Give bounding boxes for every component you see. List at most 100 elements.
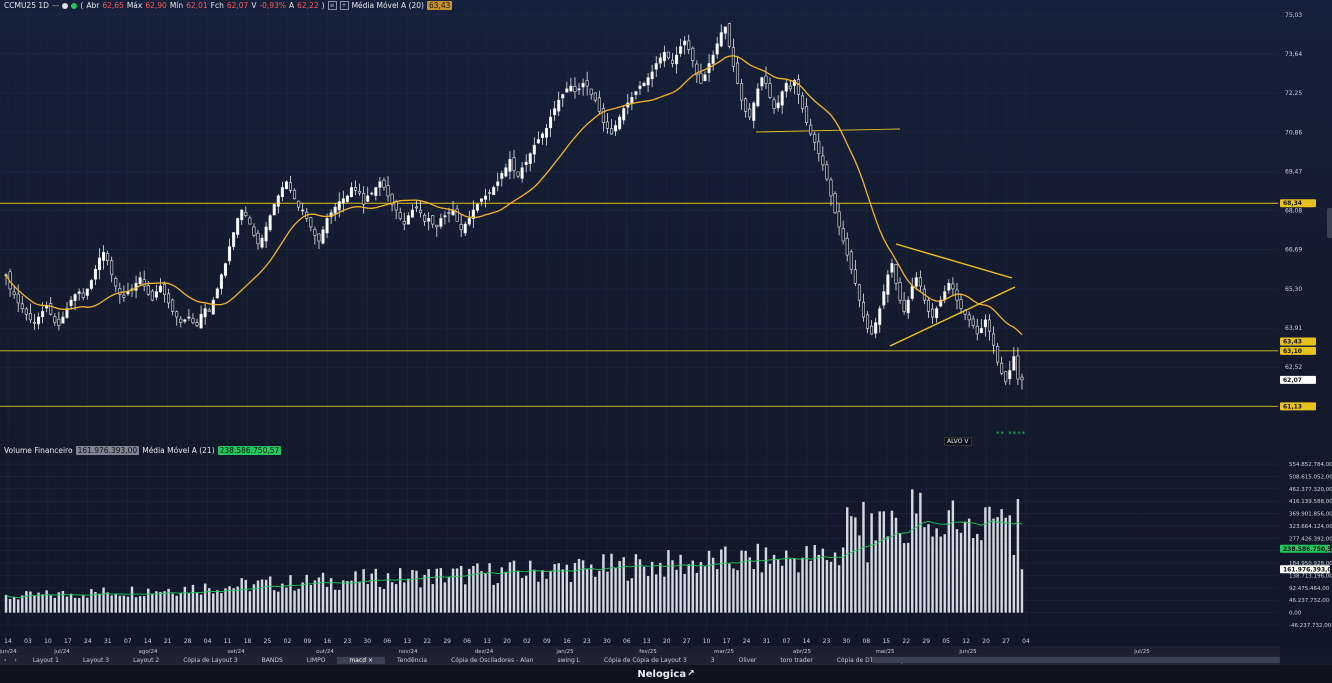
- volume-bar-199: [813, 545, 816, 613]
- day-tick-5: 31: [104, 638, 112, 645]
- candle-33: [138, 277, 142, 285]
- candle-118: [484, 195, 488, 200]
- tab-7[interactable]: Tendência: [397, 656, 428, 664]
- volume-bar-152: [622, 557, 625, 613]
- candle-81: [333, 206, 337, 214]
- volume-tick-9: 138.713.196,00: [1289, 573, 1332, 579]
- add-icon[interactable]: +: [339, 1, 349, 10]
- tab-12[interactable]: Oliver: [738, 656, 757, 664]
- volume-bar-202: [825, 560, 829, 613]
- volume-bar-235: [959, 532, 963, 613]
- tab-10[interactable]: Cópia de Cópia de Layout 3: [604, 656, 687, 664]
- volume-bar-15: [65, 596, 69, 613]
- volume-bar-184: [752, 568, 755, 613]
- symbol-label[interactable]: CCMU25 1D: [4, 1, 49, 10]
- volume-bar-190: [776, 559, 780, 613]
- ma-label[interactable]: Média Móvel A (20): [351, 1, 424, 10]
- volume-bar-231: [943, 534, 946, 613]
- status-dot-icon[interactable]: [62, 2, 69, 9]
- volume-bar-35: [147, 588, 150, 613]
- candle-205: [837, 211, 841, 228]
- volume-bar-80: [329, 578, 333, 613]
- candle-52: [215, 288, 219, 299]
- month-tick-10: abr/25: [793, 649, 811, 655]
- tab-14[interactable]: Cópia de DT: [836, 656, 874, 664]
- tab-3[interactable]: Cópia de Layout 3: [183, 656, 238, 664]
- a-label: A: [289, 1, 295, 10]
- price-tick-5: 68,08: [1285, 208, 1302, 215]
- tab-1[interactable]: Layout 3: [82, 656, 110, 664]
- candle-99: [406, 215, 410, 225]
- volume-bar-37: [155, 591, 158, 613]
- candle-49: [203, 308, 207, 318]
- volume-bar-129: [529, 560, 532, 613]
- tab-13[interactable]: toro trader: [780, 656, 813, 664]
- volume-bar-31: [130, 586, 134, 613]
- candle-111: [455, 208, 459, 222]
- volume-bar-30: [126, 596, 130, 613]
- tab-4[interactable]: BANDS: [261, 656, 283, 664]
- horizontal-scrollbar[interactable]: [872, 657, 1280, 663]
- tab-next-icon[interactable]: ›: [14, 656, 17, 664]
- volume-bar-240: [980, 540, 983, 613]
- volume-bar-6: [29, 591, 32, 613]
- price-label-4-bg: [1280, 402, 1316, 411]
- chart-area[interactable]: 75,03 73,64 72,25 70,86 69,47 68,08 66,69 65,30…: [0, 0, 1332, 655]
- candles: [4, 22, 1024, 390]
- candle-119: [488, 192, 492, 194]
- volume-bar-4: [21, 595, 24, 613]
- tab-2[interactable]: Layout 2: [133, 656, 160, 664]
- day-tick-48: 12: [962, 638, 970, 645]
- tab-11[interactable]: 3: [710, 656, 715, 664]
- candle-155: [634, 91, 638, 95]
- tab-8[interactable]: Cópia de Osciladores - Alan: [451, 656, 534, 664]
- volume-bar-9: [41, 594, 44, 613]
- live-dot-icon[interactable]: [71, 2, 78, 9]
- candle-42: [175, 311, 179, 318]
- candle-235: [959, 299, 963, 309]
- candle-135: [553, 108, 557, 116]
- month-tick-6: dez/24: [475, 649, 494, 655]
- volume-bar-188: [768, 563, 772, 613]
- volume-bar-45: [187, 593, 191, 613]
- volume-ma-label[interactable]: Média Móvel A (21): [142, 446, 215, 455]
- volume-bar-32: [134, 597, 138, 613]
- tab-0[interactable]: Layout 1: [32, 656, 59, 664]
- candle-128: [524, 161, 528, 165]
- volume-bar-148: [606, 571, 609, 613]
- volume-title[interactable]: Volume Financeiro: [4, 446, 73, 455]
- volume-bar-36: [151, 593, 154, 613]
- price-volume-chart[interactable]: 75,03 73,64 72,25 70,86 69,47 68,08 66,69 65,30…: [0, 0, 1332, 655]
- candle-124: [508, 158, 512, 172]
- panel-handle[interactable]: [1327, 208, 1332, 238]
- tab-6[interactable]: macd ×: [337, 656, 385, 664]
- candle-188: [768, 83, 772, 98]
- tab-5[interactable]: LIMPO: [306, 656, 326, 664]
- month-tick-8: fev/25: [639, 649, 657, 655]
- volume-bar-222: [906, 542, 910, 613]
- volume-tick-10: 92.475.464,00: [1289, 586, 1330, 592]
- volume-bar-83: [342, 580, 345, 613]
- tab-prev-icon[interactable]: ‹: [4, 656, 7, 664]
- candle-157: [642, 82, 646, 87]
- volume-bar-142: [581, 560, 585, 613]
- candle-3: [16, 293, 20, 304]
- price-tick-8: 63,91: [1285, 325, 1302, 332]
- volume-bar-128: [524, 575, 528, 613]
- candle-239: [975, 325, 979, 335]
- close-label: Fch: [210, 1, 224, 10]
- volume-bar-243: [992, 518, 995, 613]
- tab-9[interactable]: swing L: [557, 656, 581, 664]
- day-tick-33: 20: [663, 638, 671, 645]
- candle-7: [32, 321, 36, 324]
- candle-180: [735, 62, 740, 84]
- volume-tick-5: 323.664.124,00: [1289, 524, 1332, 530]
- volume-bar-64: [264, 579, 268, 613]
- minimize-icon[interactable]: —: [51, 1, 60, 10]
- grid-lines: [0, 10, 1278, 630]
- volume-bar-100: [411, 570, 414, 613]
- candle-210: [857, 284, 861, 301]
- settings-icon[interactable]: ≡: [327, 1, 337, 10]
- volume-bar-155: [634, 554, 638, 613]
- month-tick-11: mai/25: [875, 649, 895, 655]
